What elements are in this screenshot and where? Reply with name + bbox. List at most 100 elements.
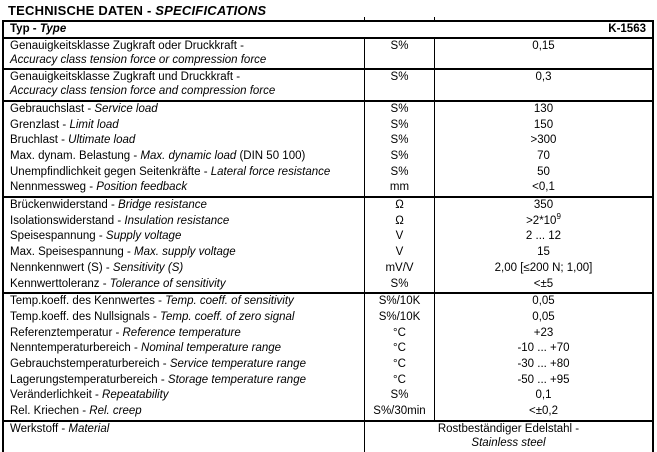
- row-value-line: <0,1: [532, 181, 555, 194]
- row-label: Referenztemperatur - Reference temperatu…: [4, 325, 365, 342]
- row-label-line: Nenntemperaturbereich - Nominal temperat…: [10, 342, 282, 355]
- row-label-line: Temp.koeff. des Kennwertes - Temp. coeff…: [10, 295, 294, 308]
- header-type-english: Type: [39, 23, 67, 35]
- table-row: Speisespannung - Supply voltage V 2 ... 12: [4, 229, 652, 246]
- table-row: Lagerungstemperaturbereich - Storage tem…: [4, 372, 652, 389]
- row-label-line: Unempfindlichkeit gegen Seitenkräfte - L…: [10, 165, 331, 178]
- row-unit: S%/10K: [365, 309, 435, 326]
- row-unit: S%/10K: [365, 294, 435, 310]
- row-value-line: 50: [537, 165, 550, 178]
- row-label: Temp.koeff. des Nullsignals - Temp. coef…: [4, 309, 365, 326]
- row-value: 150: [435, 118, 652, 134]
- model-code: K-1563: [608, 23, 646, 35]
- table-row: Kennwerttoleranz - Tolerance of sensitiv…: [4, 276, 652, 293]
- row-unit: mV/V: [365, 260, 435, 277]
- row-label: Unempfindlichkeit gegen Seitenkräfte - L…: [4, 164, 365, 181]
- row-label: Max. Speisespannung - Max. supply voltag…: [4, 245, 365, 261]
- row-label: Nennmessweg - Position feedback: [4, 180, 365, 197]
- table-body: Genauigkeitsklasse Zugkraft oder Druckkr…: [4, 37, 652, 452]
- row-value: <0,1: [435, 180, 652, 196]
- row-value-line: 2 ... 12: [525, 230, 562, 243]
- row-value-line: Rostbeständiger Edelstahl -: [437, 422, 580, 435]
- table-row: Gebrauchslast - Service load S% 130: [4, 101, 652, 118]
- table-row: Max. Speisespannung - Max. supply voltag…: [4, 245, 652, 261]
- row-unit: °C: [365, 325, 435, 342]
- table-row: Nennmessweg - Position feedback mm <0,1: [4, 180, 652, 197]
- row-label: Gebrauchslast - Service load: [4, 101, 365, 118]
- row-unit: S%: [365, 164, 435, 181]
- table-row: Unempfindlichkeit gegen Seitenkräfte - L…: [4, 164, 652, 181]
- table-row: Bruchlast - Ultimate load S% >300: [4, 133, 652, 149]
- header-type-german: Typ -: [10, 23, 40, 35]
- row-label: Nennkennwert (S) - Sensitivity (S): [4, 260, 365, 277]
- row-label: Isolationswiderstand - Insulation resist…: [4, 213, 365, 230]
- table-row: Genauigkeitsklasse Zugkraft und Druckkra…: [4, 70, 652, 100]
- row-value: 2,00 [≤200 N; 1,00]: [435, 261, 652, 277]
- row-label: Gebrauchstemperaturbereich - Service tem…: [4, 357, 365, 373]
- row-value-line: 2,00 [≤200 N; 1,00]: [494, 261, 593, 274]
- row-label: Kennwerttoleranz - Tolerance of sensitiv…: [4, 276, 365, 293]
- row-label: Genauigkeitsklasse Zugkraft oder Druckkr…: [4, 39, 365, 69]
- page-title-german: TECHNISCHE DATEN -: [8, 3, 156, 18]
- row-label: Lagerungstemperaturbereich - Storage tem…: [4, 372, 365, 389]
- page-title: TECHNISCHE DATEN - SPECIFICATIONS: [0, 0, 657, 18]
- row-label: Max. dynam. Belastung - Max. dynamic loa…: [4, 148, 365, 165]
- row-value-line: 15: [537, 246, 550, 259]
- row-label-line: Kennwerttoleranz - Tolerance of sensitiv…: [10, 277, 226, 290]
- row-label: Brückenwiderstand - Bridge resistance: [4, 198, 365, 214]
- row-value: 50: [435, 165, 652, 181]
- row-value: >2*109: [435, 211, 652, 230]
- row-label-line: Gebrauchstemperaturbereich - Service tem…: [10, 358, 306, 371]
- row-value-line: 0,05: [532, 310, 555, 323]
- table-row: Brückenwiderstand - Bridge resistance Ω 35…: [4, 198, 652, 214]
- row-label-line: Genauigkeitsklasse Zugkraft und Druckkra…: [10, 71, 241, 84]
- row-value: 0,3: [435, 70, 652, 99]
- row-label-line: Werkstoff - Material: [10, 422, 110, 435]
- table-group: Genauigkeitsklasse Zugkraft oder Druckkr…: [4, 37, 652, 69]
- table-row: Referenztemperatur - Reference temperatu…: [4, 325, 652, 342]
- row-value-line: <±5: [533, 277, 554, 290]
- row-value-line: 70: [537, 149, 550, 162]
- row-value: 350: [435, 198, 652, 214]
- top-border-tick: [364, 17, 365, 21]
- row-unit: Ω: [365, 213, 435, 230]
- row-unit: S%/30min: [365, 404, 435, 420]
- row-label: Rel. Kriechen - Rel. creep: [4, 404, 365, 420]
- header-type-label: Typ - Type: [10, 22, 66, 37]
- row-value-line: >300: [530, 134, 557, 147]
- row-value: 15: [435, 245, 652, 261]
- row-unit: °C: [365, 357, 435, 373]
- table-row: Veränderlichkeit - Repeatability S% 0,1: [4, 388, 652, 405]
- row-value: 130: [435, 102, 652, 118]
- table-row: Grenzlast - Limit load S% 150: [4, 117, 652, 134]
- row-label: Grenzlast - Limit load: [4, 117, 365, 134]
- row-value: 0,15: [435, 39, 652, 68]
- row-value: 2 ... 12: [435, 229, 652, 245]
- table-group: Temp.koeff. des Kennwertes - Temp. coeff…: [4, 292, 652, 420]
- row-value-line: >2*109: [526, 211, 561, 227]
- row-value-line: -10 ... +70: [517, 342, 570, 355]
- table-row: Nennkennwert (S) - Sensitivity (S) mV/V 2,…: [4, 260, 652, 277]
- row-value: -50 ... +95: [435, 373, 652, 389]
- row-label: Veränderlichkeit - Repeatability: [4, 388, 365, 405]
- row-value-line: 0,05: [532, 295, 555, 308]
- page-title-english: SPECIFICATIONS: [155, 3, 267, 18]
- table-group: Werkstoff - Material Rostbeständiger Edel…: [4, 419, 652, 452]
- spec-table: Typ - Type K-1563 Genauigkeitsklasse Zug…: [2, 17, 654, 452]
- row-value-line: 0,15: [532, 40, 555, 52]
- row-value: >300: [435, 133, 652, 149]
- row-value: 0,1: [435, 388, 652, 404]
- table-row: Genauigkeitsklasse Zugkraft oder Druckkr…: [4, 39, 652, 69]
- row-value-line: 350: [533, 199, 554, 212]
- row-label: Speisespannung - Supply voltage: [4, 229, 365, 246]
- row-value-line: 150: [533, 118, 554, 131]
- row-label-line: Referenztemperatur - Reference temperatu…: [10, 326, 241, 339]
- row-value: 0,05: [435, 294, 652, 310]
- row-unit: S%: [365, 101, 435, 118]
- row-label-line: Genauigkeitsklasse Zugkraft oder Druckkr…: [10, 40, 244, 52]
- row-value: -30 ... +80: [435, 357, 652, 373]
- top-border-tick: [434, 17, 435, 21]
- row-value-line: -30 ... +80: [517, 358, 570, 371]
- row-unit: °C: [365, 341, 435, 358]
- table-row: Temp.koeff. des Nullsignals - Temp. coef…: [4, 309, 652, 326]
